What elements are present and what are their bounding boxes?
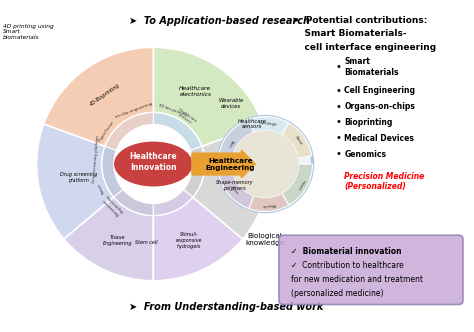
- Text: Biological
knowledge: Biological knowledge: [246, 233, 285, 246]
- Text: cell interface engineering: cell interface engineering: [292, 43, 436, 52]
- Wedge shape: [36, 124, 114, 239]
- Text: Wearable
devices: Wearable devices: [219, 98, 244, 109]
- Text: ✓  Biomaterial innovation: ✓ Biomaterial innovation: [291, 247, 401, 256]
- Text: Medical Devices: Medical Devices: [344, 134, 414, 143]
- Wedge shape: [218, 120, 254, 172]
- Text: Healthcare
Engineering: Healthcare Engineering: [206, 157, 255, 171]
- Text: Eyes: Eyes: [229, 185, 239, 195]
- Text: Smart: Smart: [97, 182, 106, 195]
- Text: Organ/Tissue: Organ/Tissue: [97, 120, 115, 143]
- Text: (Personalized): (Personalized): [344, 182, 406, 191]
- Wedge shape: [114, 190, 153, 215]
- Text: Healthcare
sensors: Healthcare sensors: [238, 119, 267, 129]
- Text: 4D printing using
Smart
biomaterials: 4D printing using Smart biomaterials: [3, 24, 54, 40]
- Text: Genomics: Genomics: [344, 150, 386, 159]
- Text: •: •: [336, 62, 341, 72]
- Text: Healthcare
Innovation: Healthcare Innovation: [129, 152, 177, 172]
- Text: •: •: [336, 86, 341, 96]
- Wedge shape: [105, 113, 153, 150]
- Text: •: •: [336, 118, 341, 127]
- Text: Drug screening platform: Drug screening platform: [92, 135, 100, 183]
- Text: Bone: Bone: [294, 135, 303, 146]
- FancyBboxPatch shape: [279, 235, 463, 304]
- Wedge shape: [183, 146, 205, 197]
- Wedge shape: [249, 117, 289, 135]
- Text: Shape-memory
polymers: Shape-memory polymers: [216, 180, 253, 191]
- Circle shape: [102, 113, 205, 215]
- Wedge shape: [219, 170, 254, 208]
- Text: 4D-Bioprinting: 4D-Bioprinting: [89, 83, 121, 107]
- Text: for new medication and treatment: for new medication and treatment: [291, 275, 423, 284]
- Wedge shape: [153, 47, 263, 146]
- Wedge shape: [249, 193, 289, 211]
- Text: Smart
Biomaterials: Smart Biomaterials: [344, 57, 399, 77]
- Text: ➤  From Understanding-based work: ➤ From Understanding-based work: [128, 302, 323, 312]
- Text: Skin: Skin: [226, 139, 234, 148]
- Wedge shape: [44, 47, 153, 146]
- Wedge shape: [153, 197, 243, 281]
- Text: Muscle: Muscle: [262, 202, 276, 207]
- Text: (personalized medicine): (personalized medicine): [291, 289, 383, 298]
- Text: Biomaterial
Engineering: Biomaterial Engineering: [101, 193, 124, 216]
- Text: Organs-on-chips: Organs-on-chips: [344, 102, 415, 111]
- Wedge shape: [153, 190, 193, 215]
- Text: Stem cell: Stem cell: [135, 240, 158, 245]
- Wedge shape: [64, 197, 153, 281]
- Text: ➤  To Application-based research: ➤ To Application-based research: [128, 16, 310, 26]
- Text: •: •: [336, 149, 341, 159]
- FancyArrow shape: [192, 150, 255, 178]
- Text: Stimuli-
responsive
hydrogels: Stimuli- responsive hydrogels: [175, 232, 202, 249]
- Text: Tissue
Engineering: Tissue Engineering: [103, 235, 133, 246]
- Wedge shape: [193, 124, 270, 239]
- Text: Cartilage: Cartilage: [259, 121, 278, 126]
- Circle shape: [231, 130, 299, 198]
- Wedge shape: [102, 146, 123, 197]
- Text: •: •: [336, 102, 341, 112]
- Wedge shape: [153, 113, 201, 150]
- Text: Healthcare
sensors: Healthcare sensors: [174, 107, 198, 127]
- Ellipse shape: [115, 142, 192, 186]
- Text: Drug screening
platform: Drug screening platform: [60, 172, 97, 183]
- Text: 4D bio-printing: 4D bio-printing: [158, 103, 188, 117]
- Text: Bioprinting: Bioprinting: [344, 118, 392, 127]
- Wedge shape: [282, 164, 312, 205]
- Text: ✓  Contribution to healthcare: ✓ Contribution to healthcare: [291, 261, 403, 270]
- Text: Heart: Heart: [296, 178, 305, 190]
- Text: Healthcare
electronics: Healthcare electronics: [179, 86, 211, 97]
- Text: Smart Biomaterials-: Smart Biomaterials-: [292, 30, 406, 39]
- Text: •: •: [336, 133, 341, 143]
- Text: Precision Medicine: Precision Medicine: [344, 172, 425, 181]
- Circle shape: [218, 117, 312, 211]
- Text: ➤  Potential contributions:: ➤ Potential contributions:: [292, 16, 427, 25]
- Wedge shape: [282, 123, 312, 158]
- Text: on-chip engineering: on-chip engineering: [115, 102, 153, 119]
- Text: Cell Engineering: Cell Engineering: [344, 86, 415, 95]
